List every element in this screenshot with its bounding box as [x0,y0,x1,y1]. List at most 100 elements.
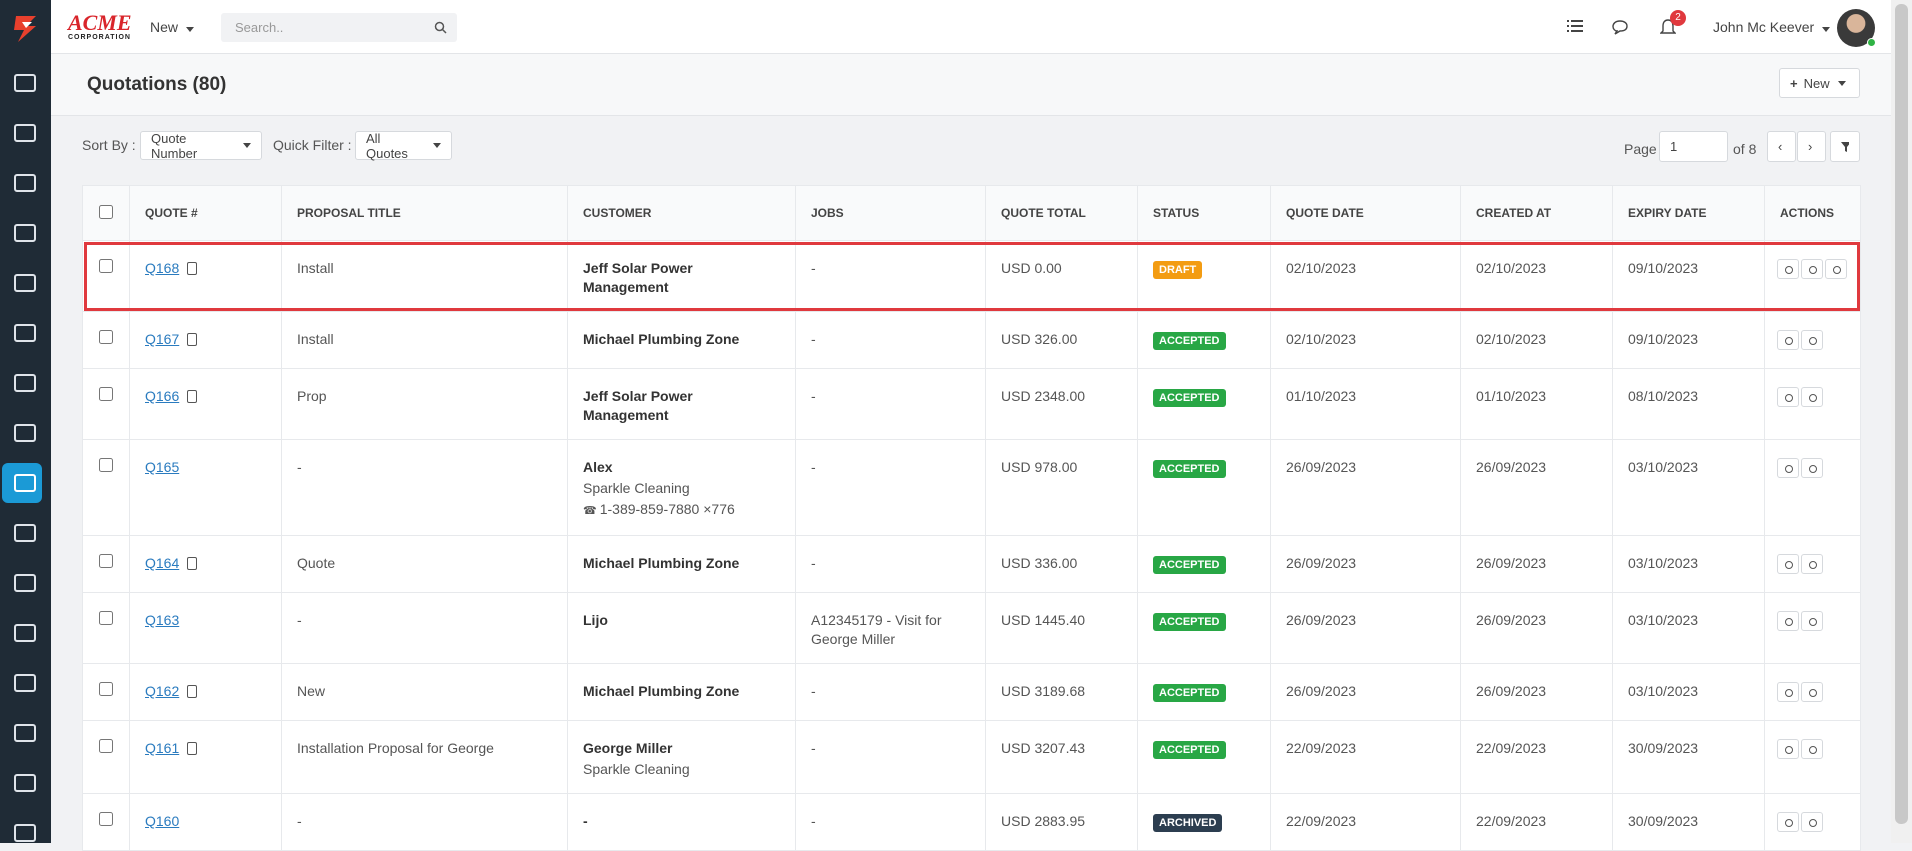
scroll-thumb[interactable] [1895,4,1908,824]
new-button[interactable]: + New [1779,68,1860,98]
brand[interactable]: ACME CORPORATION [68,12,134,42]
status-badge: ARCHIVED [1153,814,1223,832]
quote-link[interactable]: Q165 [145,459,180,475]
nav-icon[interactable] [14,374,36,392]
nav-icon[interactable] [14,174,36,192]
nav-icon[interactable] [14,724,36,742]
quote-date: 01/10/2023 [1270,368,1461,440]
quote-link[interactable]: Q167 [145,331,180,347]
new-menu[interactable]: New [150,19,195,35]
nav-icon[interactable] [14,624,36,642]
sort-select[interactable]: Quote Number [140,131,262,161]
delete-button[interactable] [1801,330,1823,350]
chat-icon[interactable] [1612,19,1628,35]
quote-link[interactable]: Q168 [145,260,180,276]
view-button[interactable] [1777,554,1799,574]
quote-row: Q168 Install Jeff Solar Power Management - U… [82,240,1861,312]
nav-icon[interactable] [14,424,36,442]
row-checkbox[interactable] [99,812,113,826]
copy-icon[interactable] [187,685,198,698]
delete-button[interactable] [1801,739,1823,759]
nav-icon[interactable] [14,674,36,692]
view-button[interactable] [1777,259,1799,279]
actions-cell [1764,663,1861,721]
customer-phone: 1-389-859-7880 ×776 [599,501,735,517]
copy-icon[interactable] [187,262,198,275]
quote-link[interactable]: Q160 [145,813,180,829]
copy-icon[interactable] [187,390,198,403]
delete-button[interactable] [1801,812,1823,832]
job-line: - [811,459,816,475]
bell-icon[interactable] [1660,18,1676,36]
user-menu[interactable]: John Mc Keever [1713,19,1831,35]
quote-link[interactable]: Q164 [145,555,180,571]
nav-icon[interactable] [14,324,36,342]
nav-icon[interactable] [14,224,36,242]
select-all[interactable] [99,204,113,219]
status-cell: DRAFT [1137,240,1271,312]
row-checkbox[interactable] [99,554,113,568]
view-button[interactable] [1777,682,1799,702]
row-checkbox[interactable] [99,259,113,273]
row-checkbox[interactable] [99,387,113,401]
quote-link[interactable]: Q161 [145,740,180,756]
nav-icon[interactable] [14,774,36,792]
filter-select[interactable]: All Quotes [355,130,452,161]
next-page[interactable]: › [1797,131,1826,162]
delete-button[interactable] [1825,259,1847,279]
proposal-title: Install [281,240,568,312]
page-input[interactable]: 1 [1659,131,1728,162]
nav-icon[interactable] [14,824,36,842]
row-checkbox[interactable] [99,458,113,472]
customer-name: Michael Plumbing Zone [583,683,740,699]
nav-icon[interactable] [14,574,36,592]
filter-value: All Quotes [366,130,408,161]
nav-icon[interactable] [14,524,36,542]
actions-cell [1764,368,1861,440]
nav-icon[interactable] [14,474,36,492]
prev-page[interactable]: ‹ [1767,131,1796,162]
quote-link[interactable]: Q166 [145,388,180,404]
column-header: JOBS [795,185,986,241]
created-at: 22/09/2023 [1460,793,1613,851]
copy-icon[interactable] [187,742,198,755]
customer-name: Jeff Solar Power Management [583,260,693,295]
delete-button[interactable] [1801,554,1823,574]
status-badge: ACCEPTED [1153,684,1226,702]
quote-link[interactable]: Q162 [145,683,180,699]
status-badge: ACCEPTED [1153,613,1226,631]
nav-icon[interactable] [14,124,36,142]
filter-button[interactable] [1830,131,1860,162]
quote-link[interactable]: Q163 [145,612,180,628]
edit-button[interactable] [1801,259,1823,279]
actions-cell [1764,793,1861,851]
customer-cell: Lijo [567,592,796,664]
row-checkbox[interactable] [99,611,113,625]
brand-sub: CORPORATION [68,34,131,41]
created-at: 26/09/2023 [1460,535,1613,593]
delete-button[interactable] [1801,387,1823,407]
nav-icon[interactable] [14,74,36,92]
row-checkbox[interactable] [99,330,113,344]
customer-name: Michael Plumbing Zone [583,555,740,571]
row-checkbox[interactable] [99,739,113,753]
view-button[interactable] [1777,812,1799,832]
copy-icon[interactable] [187,333,198,346]
status-cell: ACCEPTED [1137,439,1271,536]
list-icon[interactable] [1567,19,1583,33]
customer-cell: Alex Sparkle Cleaning ☎ 1-389-859-7880 ×776 [567,439,796,536]
delete-button[interactable] [1801,458,1823,478]
view-button[interactable] [1777,739,1799,759]
view-button[interactable] [1777,330,1799,350]
row-checkbox[interactable] [99,682,113,696]
quote-cell: Q164 [129,535,282,593]
view-button[interactable] [1777,387,1799,407]
view-button[interactable] [1777,611,1799,631]
delete-button[interactable] [1801,682,1823,702]
copy-icon[interactable] [187,557,198,570]
search-box[interactable]: Search.. [221,13,457,42]
expiry-date: 09/10/2023 [1612,311,1765,369]
nav-icon[interactable] [14,274,36,292]
delete-button[interactable] [1801,611,1823,631]
view-button[interactable] [1777,458,1799,478]
